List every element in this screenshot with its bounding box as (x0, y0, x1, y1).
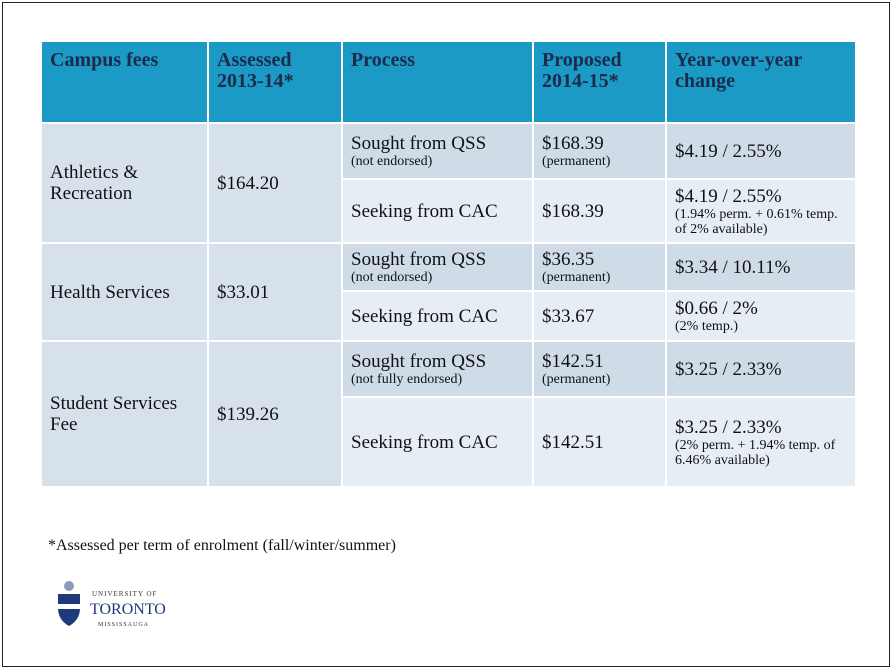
table-row: Student Services Fee $139.26 Sought from Q… (40, 340, 857, 488)
header-row: Campus fees Assessed 2013-14* Process Propo… (40, 40, 857, 124)
assessed-cell: $164.20 (207, 122, 343, 244)
fee-cell: Student Services Fee (40, 340, 209, 488)
change-text: $0.66 / 2% (675, 298, 758, 319)
proposed-text: $33.67 (542, 305, 595, 327)
fee-table: Campus fees Assessed 2013-14* Process Propo… (40, 40, 857, 488)
process-cell: Seeking from CAC (341, 290, 534, 342)
proposed-cell: $168.39 (permanent) (532, 122, 667, 180)
process-note: (not endorsed) (351, 270, 433, 285)
process-cell: Seeking from CAC (341, 396, 534, 488)
proposed-text: $168.39 (542, 133, 604, 154)
process-note: (not endorsed) (351, 154, 433, 169)
assessed-cell: $33.01 (207, 242, 343, 342)
change-text: $3.25 / 2.33% (675, 416, 782, 438)
change-text: $3.25 / 2.33% (675, 358, 782, 380)
process-cell: Sought from QSS (not endorsed) (341, 242, 534, 292)
proposed-cell: $168.39 (532, 178, 667, 244)
proposed-note: (permanent) (542, 270, 611, 285)
logo-band (58, 604, 80, 609)
proposed-cell: $142.51 (532, 396, 667, 488)
process-text: Sought from QSS (351, 351, 487, 372)
header-cell: Process (341, 40, 534, 124)
table-body: Athletics & Recreation $164.20 Sought from… (40, 122, 857, 488)
change-text: $4.19 / 2.55% (675, 185, 782, 207)
change-cell: $3.25 / 2.33% (2% perm. + 1.94% temp. of … (665, 396, 857, 488)
logo-line: UNIVERSITY OF (92, 590, 157, 598)
process-cell: Sought from QSS (not fully endorsed) (341, 340, 534, 398)
table-row: Seeking from CAC $142.51 $3.25 / 2.33% (2% … (41, 396, 857, 488)
change-note: (2% temp.) (675, 319, 738, 334)
proposed-cell: $142.51 (permanent) (532, 340, 667, 398)
logo-line: MISSISSAUGA (98, 622, 149, 628)
proposed-text: $142.51 (542, 351, 604, 372)
process-text: Sought from QSS (351, 133, 487, 154)
logo-line: TORONTO (90, 601, 166, 618)
table-row: Seeking from CAC $168.39 $4.19 / 2.55% (1.9… (41, 178, 857, 244)
change-cell: $0.66 / 2% (2% temp.) (665, 290, 857, 342)
proposed-text: $168.39 (542, 200, 604, 222)
table-row: Seeking from CAC $33.67 $0.66 / 2% (2% temp… (41, 290, 857, 342)
assessed-cell: $139.26 (207, 340, 343, 488)
change-cell: $3.34 / 10.11% (665, 242, 857, 292)
process-text: Sought from QSS (351, 249, 487, 270)
fee-cell: Health Services (40, 242, 209, 342)
logo-crest (64, 581, 74, 591)
proposed-text: $142.51 (542, 431, 604, 453)
header-cell: Assessed 2013-14* (207, 40, 343, 124)
process-cell: Sought from QSS (not endorsed) (341, 122, 534, 180)
header-cell: Proposed 2014-15* (532, 40, 667, 124)
table-row: Health Services $33.01 Sought from QSS (not… (40, 242, 857, 342)
process-text: Seeking from CAC (351, 305, 498, 327)
footnote: *Assessed per term of enrolment (fall/wi… (48, 537, 396, 554)
table-row: Athletics & Recreation $164.20 Sought from… (40, 122, 857, 244)
proposed-cell: $36.35 (permanent) (532, 242, 667, 292)
process-text: Seeking from CAC (351, 200, 498, 222)
proposed-note: (permanent) (542, 154, 611, 169)
change-note: (1.94% perm. + 0.61% temp. of 2% availab… (675, 206, 838, 237)
header-cell: Year-over-year change (665, 40, 857, 124)
change-text: $3.34 / 10.11% (675, 256, 791, 278)
change-cell: $4.19 / 2.55% (1.94% perm. + 0.61% temp. … (665, 178, 857, 244)
change-note: (2% perm. + 1.94% temp. of 6.46% availab… (675, 437, 836, 468)
process-note: (not fully endorsed) (351, 372, 463, 387)
change-cell: $4.19 / 2.55% (665, 122, 857, 180)
logo-shield (58, 594, 80, 626)
process-text: Seeking from CAC (351, 431, 498, 453)
change-cell: $3.25 / 2.33% (665, 340, 857, 398)
logo: UNIVERSITY OF TORONTO MISSISSAUGA (58, 581, 166, 628)
change-text: $4.19 / 2.55% (675, 140, 782, 162)
fee-cell: Athletics & Recreation (40, 122, 209, 244)
proposed-cell: $33.67 (532, 290, 667, 342)
proposed-note: (permanent) (542, 372, 611, 387)
header-cell: Campus fees (40, 40, 209, 124)
process-cell: Seeking from CAC (341, 178, 534, 244)
proposed-text: $36.35 (542, 249, 595, 270)
